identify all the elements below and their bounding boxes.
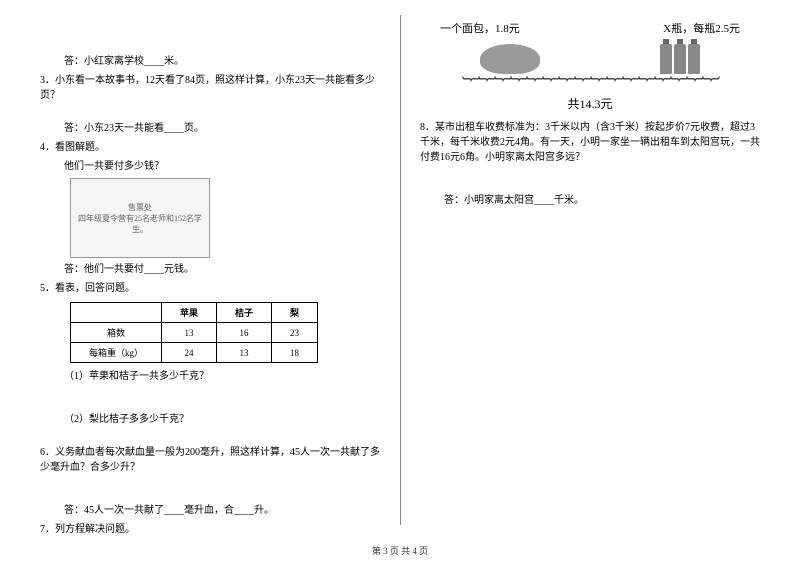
banner-text: 四年级夏令营有25名老师和152名学生。 <box>71 213 209 235</box>
table-cell: 16 <box>217 323 272 343</box>
q8-answer: 答：小明家离太阳宫____千米。 <box>420 193 760 208</box>
q6-answer: 答：45人一次一共献了____毫升血，合____升。 <box>40 503 380 518</box>
table-cell: 每箱重（kg） <box>71 343 162 363</box>
product-illustration <box>420 44 760 74</box>
table-cell: 23 <box>272 323 318 343</box>
table-cell <box>71 303 162 323</box>
table-cell: 梨 <box>272 303 318 323</box>
q3-text: 3．小东看一本故事书，12天看了84页，照这样计算，小东23天一共能看多少页？ <box>40 73 380 103</box>
page-footer: 第 3 页 共 4 页 <box>0 544 800 557</box>
q6-text: 6．义务献血者每次献血量一般为200毫升，照这样计算，45人一次一共献了多少毫升… <box>40 445 380 475</box>
table-cell: 苹果 <box>162 303 217 323</box>
table-cell: 13 <box>217 343 272 363</box>
total-label: 共14.3元 <box>420 95 760 112</box>
q4-sub: 他们一共要付多少钱？ <box>40 159 380 174</box>
q3-answer: 答：小东23天一共能看____页。 <box>40 121 380 136</box>
table-cell: 箱数 <box>71 323 162 343</box>
table-row: 每箱重（kg） 24 13 18 <box>71 343 318 363</box>
q8-text: 8．某市出租车收费标准为：3千米以内（含3千米）按起步价7元收费，超过3千米，每… <box>420 120 760 165</box>
table-cell: 13 <box>162 323 217 343</box>
bread-icon <box>480 44 540 74</box>
q2-answer: 答：小红家离学校____米。 <box>40 54 380 69</box>
fruit-table: 苹果 桔子 梨 箱数 13 16 23 每箱重（kg） 24 13 18 <box>70 302 318 363</box>
table-row: 箱数 13 16 23 <box>71 323 318 343</box>
table-cell: 24 <box>162 343 217 363</box>
q5-text: 5．看表，回答问题。 <box>40 281 380 296</box>
q5-1: （1）苹果和桔子一共多少千克？ <box>40 369 380 384</box>
table-header-row: 苹果 桔子 梨 <box>71 303 318 323</box>
bottle-icon <box>660 44 700 74</box>
table-cell: 18 <box>272 343 318 363</box>
q7-text: 7．列方程解决问题。 <box>40 522 380 537</box>
q4-illustration: 售票处 四年级夏令营有25名老师和152名学生。 <box>70 178 210 258</box>
bread-label: 一个面包，1.8元 <box>440 20 520 36</box>
bottle-label: X瓶，每瓶2.5元 <box>663 20 740 36</box>
q4-text: 4．看图解题。 <box>40 140 380 155</box>
ticket-booth-label: 售票处 <box>71 202 209 213</box>
q5-2: （2）梨比桔子多多少千克？ <box>40 412 380 427</box>
table-cell: 桔子 <box>217 303 272 323</box>
q4-answer: 答：他们一共要付____元钱。 <box>40 262 380 277</box>
brace-icon: ︸︸︸︸︸︸︸︸︸︸︸︸︸︸︸︸ <box>420 82 760 91</box>
